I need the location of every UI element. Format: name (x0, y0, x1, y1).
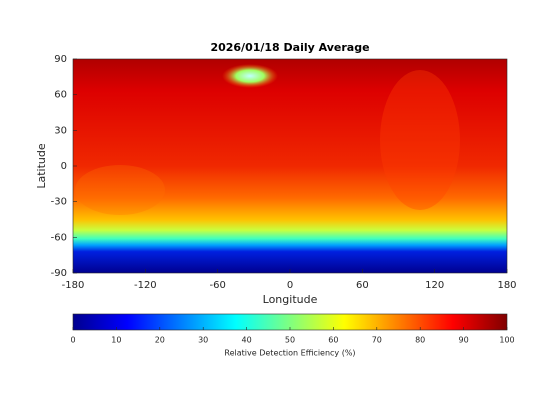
x-tick-label: 120 (425, 280, 444, 291)
y-tick-label: -90 (51, 268, 67, 279)
x-tick-label: 180 (497, 280, 516, 291)
x-tick-label: -60 (209, 280, 225, 291)
x-tick-label: 0 (287, 280, 293, 291)
colorbar-tick-label: 30 (198, 336, 208, 345)
colorbar-tick-label: 10 (111, 336, 121, 345)
y-tick-label: -60 (51, 232, 67, 243)
colorbar-tick-label: 90 (459, 336, 469, 345)
colorbar-tick-label: 20 (155, 336, 165, 345)
chart-title: 2026/01/18 Daily Average (210, 41, 369, 54)
colorbar-tick-label: 0 (70, 336, 75, 345)
map-field (73, 59, 507, 273)
x-tick-label: -120 (134, 280, 157, 291)
colorbar-label: Relative Detection Efficiency (%) (224, 349, 355, 358)
x-tick-label: -180 (62, 280, 85, 291)
y-tick-label: -30 (51, 197, 67, 208)
x-tick-label: 60 (356, 280, 369, 291)
y-tick-label: 30 (54, 125, 67, 136)
x-axis-label: Longitude (263, 293, 318, 306)
colorbar-tick-label: 100 (499, 336, 514, 345)
colorbar-tick-label: 40 (242, 336, 252, 345)
y-axis-label: Latitude (35, 143, 48, 189)
colorbar-tick-label: 60 (328, 336, 338, 345)
colorbar-tick-label: 50 (285, 336, 295, 345)
colorbar-tick-label: 80 (415, 336, 425, 345)
y-tick-label: 60 (54, 90, 67, 101)
y-tick-label: 90 (54, 54, 67, 65)
y-tick-label: 0 (61, 161, 67, 172)
colorbar-tick-label: 70 (372, 336, 382, 345)
